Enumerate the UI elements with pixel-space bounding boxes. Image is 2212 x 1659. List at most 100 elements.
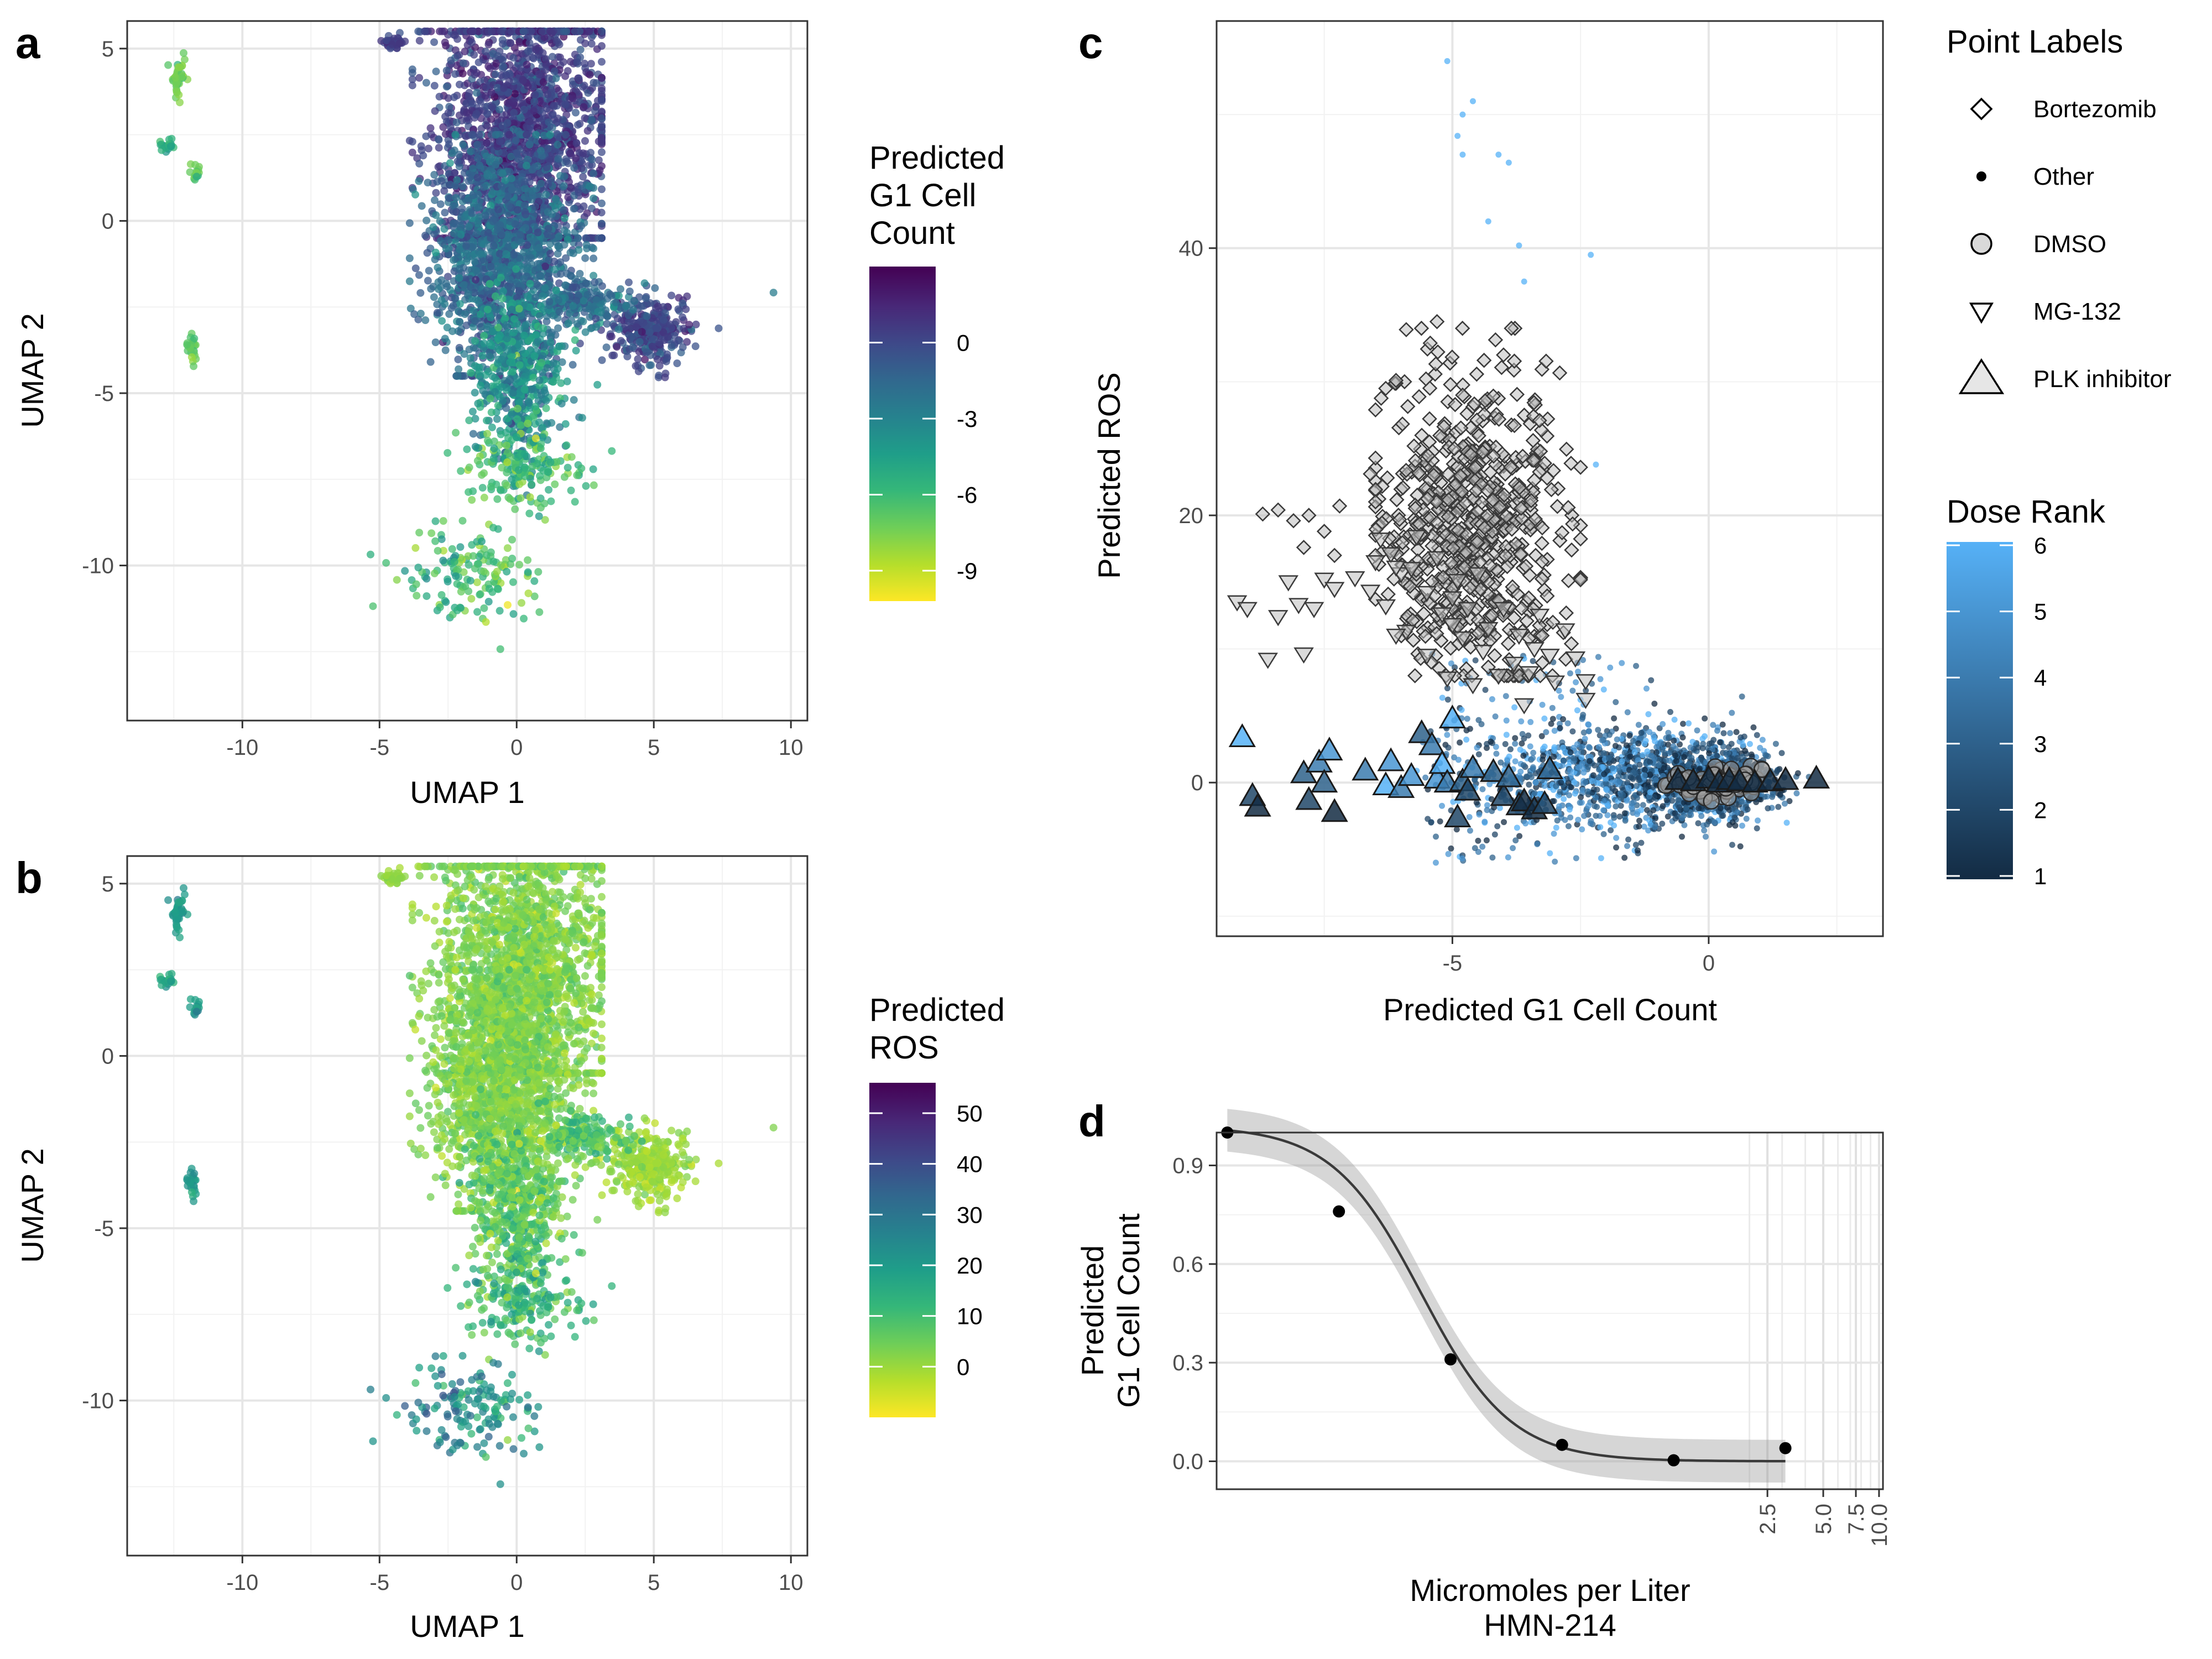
panel-a-point [475, 131, 483, 139]
panel-a-point [543, 364, 551, 372]
panel-a-point [588, 161, 596, 169]
panel-a-point [473, 154, 482, 163]
panel-a-point [639, 319, 648, 327]
panel-a-point [433, 309, 441, 317]
panel-a-point [453, 580, 461, 588]
panel-a-point [561, 420, 570, 428]
panel-a-point [465, 346, 473, 354]
panel-a-point [453, 157, 462, 165]
panel-a-point [166, 142, 175, 150]
panel-a-point [415, 74, 424, 82]
panel-a-point [623, 352, 632, 361]
panel-a-point [541, 262, 550, 270]
panel-a-point [164, 61, 173, 69]
panel-a-point [545, 156, 554, 164]
panel-a-point [465, 222, 473, 231]
panel-a-point [452, 429, 460, 437]
panel-a-point [192, 173, 201, 181]
panel-a-point [542, 163, 551, 171]
panel-a-point [524, 264, 532, 272]
panel-a-point [552, 36, 561, 45]
panel-a-point [641, 294, 650, 302]
panel-a-point [474, 399, 482, 408]
panel-a-point [183, 341, 191, 349]
panel-a-point [176, 98, 184, 107]
panel-a-point [540, 237, 548, 246]
panel-a-point [502, 383, 510, 392]
panel-a-point [488, 423, 496, 431]
panel-a-point [524, 568, 532, 576]
panel-a-point [546, 249, 555, 258]
panel-a-point [468, 496, 476, 504]
panel-a-point [662, 357, 670, 366]
panel-a-point [539, 292, 547, 300]
panel-a-x-tick-label: 5 [648, 735, 660, 760]
panel-a-point [654, 355, 662, 363]
panel-a-point [517, 494, 525, 502]
panel-a-point [476, 161, 484, 170]
panel-a-point [431, 338, 440, 346]
panel-a-point [589, 254, 598, 263]
panel-a-point [484, 597, 493, 606]
panel-a-point [531, 91, 539, 99]
panel-a-point [572, 283, 580, 291]
panel-a-point [551, 480, 559, 488]
panel-a-point [408, 75, 416, 84]
panel-a-point [561, 100, 570, 108]
panel-a-point [508, 475, 516, 483]
panel-a-legend-title-line1: Predicted [869, 140, 1005, 176]
panel-a-point [431, 537, 440, 545]
panel-a-point [497, 27, 505, 35]
panel-a-point [418, 202, 426, 210]
panel-a-point [589, 481, 598, 489]
panel-a-point [524, 419, 532, 427]
panel-a-point [480, 567, 488, 576]
panel-a-point [534, 264, 542, 272]
panel-a-point [484, 40, 493, 49]
panel-a-y-tick-label: -5 [94, 382, 114, 406]
panel-a-point [431, 107, 439, 115]
panel-a-point [439, 517, 447, 525]
panel-a-point [535, 244, 543, 252]
panel-a-point [414, 27, 422, 35]
panel-a-point [530, 577, 539, 585]
panel-a-point [602, 343, 611, 352]
panel-a-point [642, 348, 650, 357]
panel-a-point [468, 408, 477, 416]
panel-a-point [625, 287, 634, 295]
panel-a-point [487, 408, 495, 416]
panel-a-point [607, 291, 615, 300]
panel-a-point [554, 296, 562, 304]
panel-a-point [472, 229, 481, 238]
panel-a-point [505, 202, 513, 210]
panel-a-colorbar-tick-label: -3 [957, 406, 977, 432]
panel-a-point [664, 333, 672, 341]
panel-a-point [476, 320, 484, 328]
panel-a-point [528, 385, 536, 394]
panel-a-point [173, 88, 181, 97]
panel-a-x-tick-label: -5 [370, 735, 390, 760]
panel-a-point [530, 352, 539, 360]
panel-a-point [493, 278, 502, 286]
panel-a-point [468, 209, 476, 217]
panel-a-point [544, 144, 552, 153]
panel-a-point [557, 399, 566, 408]
panel-a-point [554, 154, 562, 163]
panel-a-point [430, 569, 439, 577]
panel-a-point [583, 127, 592, 135]
panel-label-a: a [15, 18, 40, 67]
panel-a-point [570, 249, 578, 258]
panel-a-point [483, 172, 492, 180]
panel-a-point [431, 248, 440, 257]
panel-a-point [651, 284, 659, 292]
panel-a-point [469, 82, 478, 90]
panel-a-point [469, 306, 478, 315]
panel-a-point [190, 362, 198, 371]
panel-b-point [598, 893, 606, 901]
panel-a-point [514, 453, 522, 461]
panel-a-point [521, 224, 530, 232]
panel-a-point [473, 457, 482, 465]
panel-a-point [504, 268, 512, 276]
panel-a-point [474, 296, 483, 305]
panel-a-point [499, 149, 508, 157]
